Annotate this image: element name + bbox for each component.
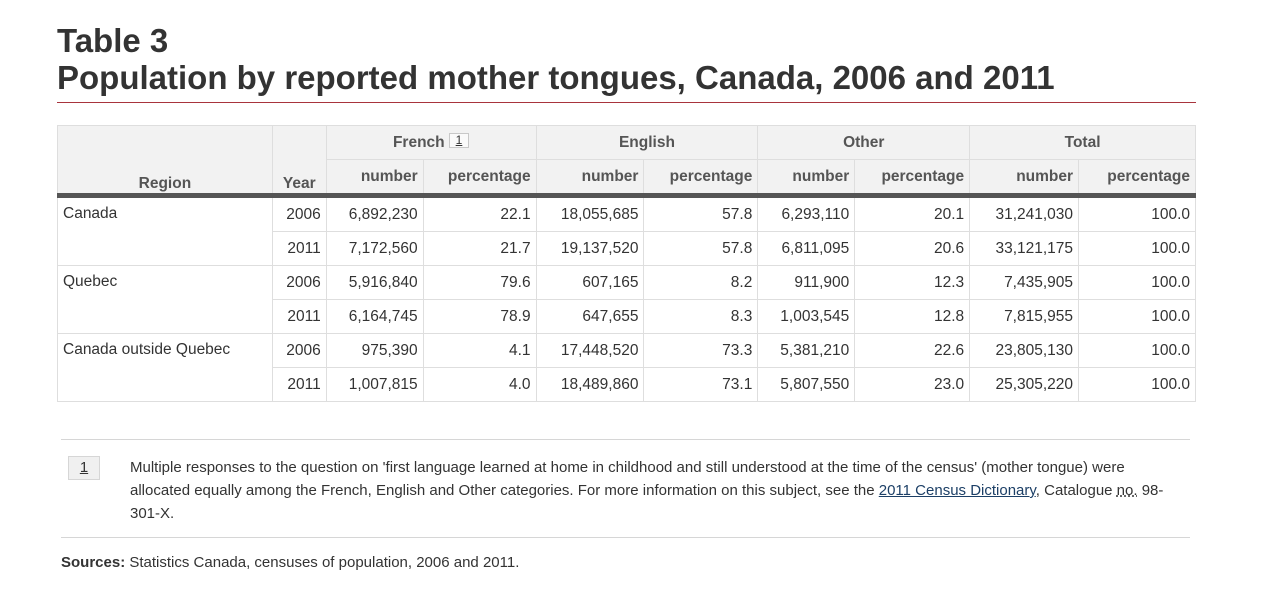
sub-header-english-percentage: percentage — [643, 159, 759, 196]
region-cell: Quebec — [57, 265, 273, 334]
footnotes-section: 1 Multiple responses to the question on … — [61, 439, 1190, 538]
value-cell: 7,815,955 — [969, 299, 1080, 334]
value-cell: 8.3 — [643, 299, 759, 334]
group-header-french-label: French — [392, 134, 445, 151]
sources-text: Statistics Canada, censuses of populatio… — [125, 554, 520, 571]
table-row: Quebec 2006 5,916,840 79.6 607,165 8.2 9… — [57, 265, 1196, 334]
value-cell: 20.6 — [854, 231, 971, 266]
value-cell: 20.1 — [854, 195, 971, 232]
table-row: Canada outside Quebec 2006 975,390 4.1 1… — [57, 333, 1196, 402]
value-cell: 57.8 — [643, 195, 759, 232]
value-cell: 5,916,840 — [325, 265, 424, 300]
year-cell: 2006 — [271, 333, 327, 368]
footnote-1-reference-link[interactable]: 1 — [448, 133, 470, 148]
sub-header-total-percentage: percentage — [1078, 159, 1196, 196]
footnote-1-return-link[interactable]: 1 — [68, 456, 100, 480]
footnote-1-text: Multiple responses to the question on 'f… — [130, 456, 1170, 525]
value-cell: 100.0 — [1078, 231, 1196, 266]
year-cell: 2011 — [271, 299, 327, 334]
value-cell: 607,165 — [535, 265, 645, 300]
year-cell: 2011 — [271, 367, 327, 402]
value-cell: 4.0 — [422, 367, 537, 402]
value-cell: 7,172,560 — [325, 231, 424, 266]
footnote-text-part: Multiple responses to the question on 'f… — [130, 459, 1125, 499]
sub-header-french-number: number — [325, 159, 424, 196]
value-cell: 73.1 — [643, 367, 759, 402]
footnote-text-part: 98-301-X. — [130, 482, 1164, 522]
value-cell: 23,805,130 — [969, 333, 1080, 368]
table-row: 2011 6,164,745 78.9 647,655 8.3 1,003,54… — [58, 299, 1196, 334]
sub-header-row: number percentage number percentage numb… — [57, 159, 1196, 196]
value-cell: 6,164,745 — [325, 299, 424, 334]
value-cell: 100.0 — [1078, 367, 1196, 402]
value-cell: 25,305,220 — [969, 367, 1080, 402]
group-header-english: English — [535, 125, 759, 160]
footnote-text-part: , Catalogue — [1035, 482, 1117, 499]
value-cell: 57.8 — [643, 231, 759, 266]
value-cell: 12.8 — [854, 299, 971, 334]
value-cell: 647,655 — [535, 299, 645, 334]
data-table: Region Year French 1 English Other Total … — [57, 125, 1196, 402]
value-cell: 19,137,520 — [535, 231, 645, 266]
sources-label: Sources: — [61, 554, 126, 571]
value-cell: 100.0 — [1078, 333, 1196, 368]
value-cell: 100.0 — [1078, 265, 1196, 300]
table-row: Canada 2006 6,892,230 22.1 18,055,685 57… — [57, 195, 1196, 266]
value-cell: 4.1 — [422, 333, 537, 368]
sub-header-english-number: number — [535, 159, 645, 196]
year-cell: 2006 — [271, 195, 327, 232]
value-cell: 911,900 — [757, 265, 856, 300]
value-cell: 8.2 — [643, 265, 759, 300]
value-cell: 12.3 — [854, 265, 971, 300]
value-cell: 22.1 — [422, 195, 537, 232]
column-header-year: Year — [271, 125, 327, 196]
value-cell: 78.9 — [422, 299, 537, 334]
value-cell: 17,448,520 — [535, 333, 645, 368]
value-cell: 79.6 — [422, 265, 537, 300]
sub-header-other-percentage: percentage — [854, 159, 971, 196]
table-caption: Population by reported mother tongues, C… — [57, 59, 1055, 96]
value-cell: 73.3 — [643, 333, 759, 368]
region-cell: Canada — [57, 195, 273, 266]
number-abbreviation: no. — [1116, 482, 1138, 499]
value-cell: 6,293,110 — [757, 195, 856, 232]
value-cell: 975,390 — [325, 333, 424, 368]
group-header-total: Total — [969, 125, 1196, 160]
group-header-row: Region Year French 1 English Other Total — [57, 125, 1196, 196]
value-cell: 5,807,550 — [757, 367, 856, 402]
region-cell: Canada outside Quebec — [57, 333, 273, 402]
group-header-french: French 1 — [325, 125, 537, 160]
sub-header-total-number: number — [969, 159, 1080, 196]
value-cell: 23.0 — [854, 367, 971, 402]
value-cell: 1,003,545 — [757, 299, 856, 334]
value-cell: 22.6 — [854, 333, 971, 368]
value-cell: 31,241,030 — [969, 195, 1080, 232]
value-cell: 18,055,685 — [535, 195, 645, 232]
value-cell: 21.7 — [422, 231, 537, 266]
group-header-other: Other — [757, 125, 971, 160]
sub-header-other-number: number — [757, 159, 856, 196]
value-cell: 100.0 — [1078, 299, 1196, 334]
value-cell: 1,007,815 — [325, 367, 424, 402]
census-dictionary-link[interactable]: 2011 Census Dictionary — [878, 482, 1036, 499]
sources-note: Sources: Statistics Canada, censuses of … — [61, 554, 519, 571]
year-cell: 2006 — [271, 265, 327, 300]
value-cell: 100.0 — [1078, 195, 1196, 232]
table-title: Table 3 Population by reported mother to… — [57, 22, 1196, 103]
value-cell: 33,121,175 — [969, 231, 1080, 266]
value-cell: 6,892,230 — [325, 195, 424, 232]
value-cell: 5,381,210 — [757, 333, 856, 368]
table-row: 2011 1,007,815 4.0 18,489,860 73.1 5,807… — [58, 367, 1196, 402]
value-cell: 7,435,905 — [969, 265, 1080, 300]
sub-header-french-percentage: percentage — [422, 159, 537, 196]
value-cell: 18,489,860 — [535, 367, 645, 402]
year-cell: 2011 — [271, 231, 327, 266]
column-header-region: Region — [57, 125, 273, 196]
footnote-1: 1 Multiple responses to the question on … — [61, 440, 1190, 538]
table-number: Table 3 — [57, 22, 169, 59]
value-cell: 6,811,095 — [757, 231, 856, 266]
